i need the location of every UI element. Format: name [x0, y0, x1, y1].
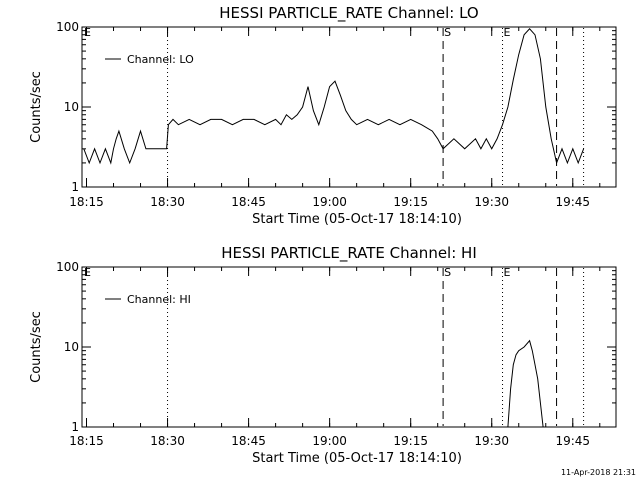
- x-axis-label: Start Time (05-Oct-17 18:14:10): [252, 451, 462, 466]
- x-tick-label: 18:30: [150, 434, 185, 448]
- x-tick-label: 19:45: [555, 434, 590, 448]
- x-tick-label: 18:45: [231, 434, 266, 448]
- legend-label: Channel: HI: [127, 293, 191, 306]
- panel-lo: HESSI PARTICLE_RATE Channel: LO 1 10 100 18:…: [29, 4, 617, 227]
- y-tick-label: 100: [56, 260, 79, 274]
- flag-label: S: [444, 266, 451, 279]
- x-tick-label: 19:15: [393, 434, 428, 448]
- chart-title: HESSI PARTICLE_RATE Channel: LO: [219, 4, 478, 23]
- series-line: [507, 339, 544, 428]
- timestamp: 11-Apr-2018 21:31: [561, 468, 636, 477]
- y-tick-label: 1: [71, 180, 79, 194]
- x-tick-label: 18:15: [69, 195, 104, 209]
- x-tick-label: 18:30: [150, 195, 185, 209]
- y-tick-label: 100: [56, 20, 79, 34]
- y-axis-label: Counts/sec: [29, 311, 44, 383]
- flag-label: E: [504, 266, 511, 279]
- series-line: [83, 28, 585, 165]
- y-tick-label: 10: [64, 340, 79, 354]
- x-tick-label: 18:15: [69, 434, 104, 448]
- y-tick-label: 1: [71, 420, 79, 434]
- x-axis-label: Start Time (05-Oct-17 18:14:10): [252, 212, 462, 227]
- x-tick-label: 18:45: [231, 195, 266, 209]
- flag-label: E: [504, 26, 511, 39]
- panel-hi: HESSI PARTICLE_RATE Channel: HI 1 10 100 18:…: [29, 244, 617, 466]
- flag-label: S: [444, 26, 451, 39]
- flag-label: E: [84, 266, 91, 279]
- x-tick-label: 19:45: [555, 195, 590, 209]
- chart-title: HESSI PARTICLE_RATE Channel: HI: [221, 244, 477, 263]
- x-tick-label: 19:15: [393, 195, 428, 209]
- plot-frame: [81, 266, 617, 428]
- plot-frame: [81, 26, 617, 188]
- x-tick-label: 19:00: [312, 195, 347, 209]
- y-tick-label: 10: [64, 100, 79, 114]
- x-tick-label: 19:30: [474, 195, 509, 209]
- legend-label: Channel: LO: [127, 53, 194, 66]
- flag-label: E: [84, 26, 91, 39]
- y-axis-label: Counts/sec: [29, 71, 44, 143]
- x-tick-label: 19:00: [312, 434, 347, 448]
- x-tick-label: 19:30: [474, 434, 509, 448]
